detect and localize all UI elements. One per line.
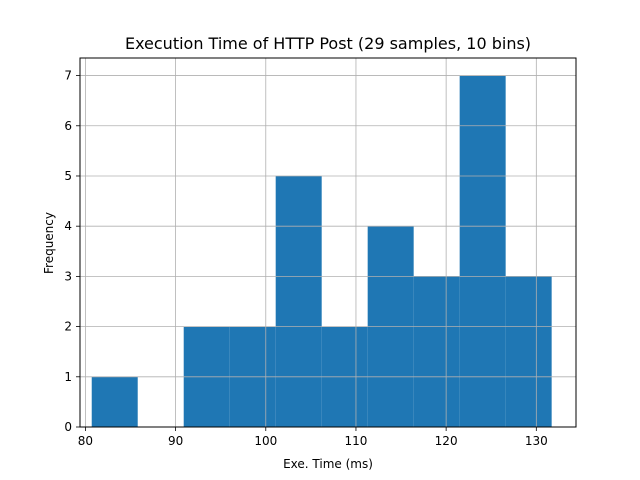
plot-frame [79, 57, 577, 428]
y-tick-label: 6 [64, 119, 72, 133]
y-tick-label: 5 [64, 169, 72, 183]
histogram-bar [505, 276, 552, 427]
x-tick-label: 90 [168, 434, 183, 448]
y-axis-label: Frequency [42, 212, 56, 274]
histogram-bar [413, 276, 460, 427]
x-tick-label: 130 [525, 434, 548, 448]
x-tick-label: 110 [345, 434, 368, 448]
histogram-bar [91, 376, 138, 427]
y-tick-label: 3 [64, 269, 72, 283]
y-tick-label: 4 [64, 219, 72, 233]
x-tick-label: 80 [78, 434, 93, 448]
y-tick-label: 2 [64, 320, 72, 334]
y-tick-label: 0 [64, 420, 72, 434]
y-tick-label: 7 [64, 69, 72, 83]
histogram-bar [459, 75, 506, 428]
histogram-bar [275, 175, 322, 427]
axis-ticks: 80 90 100 110 120 130 0 1 2 3 4 5 6 7 [64, 69, 547, 448]
histogram-bars [91, 75, 552, 428]
x-tick-label: 120 [435, 434, 458, 448]
y-tick-label: 1 [64, 370, 72, 384]
chart-title: Execution Time of HTTP Post (29 samples,… [125, 34, 531, 53]
x-tick-label: 100 [254, 434, 277, 448]
x-axis-label: Exe. Time (ms) [283, 457, 373, 471]
